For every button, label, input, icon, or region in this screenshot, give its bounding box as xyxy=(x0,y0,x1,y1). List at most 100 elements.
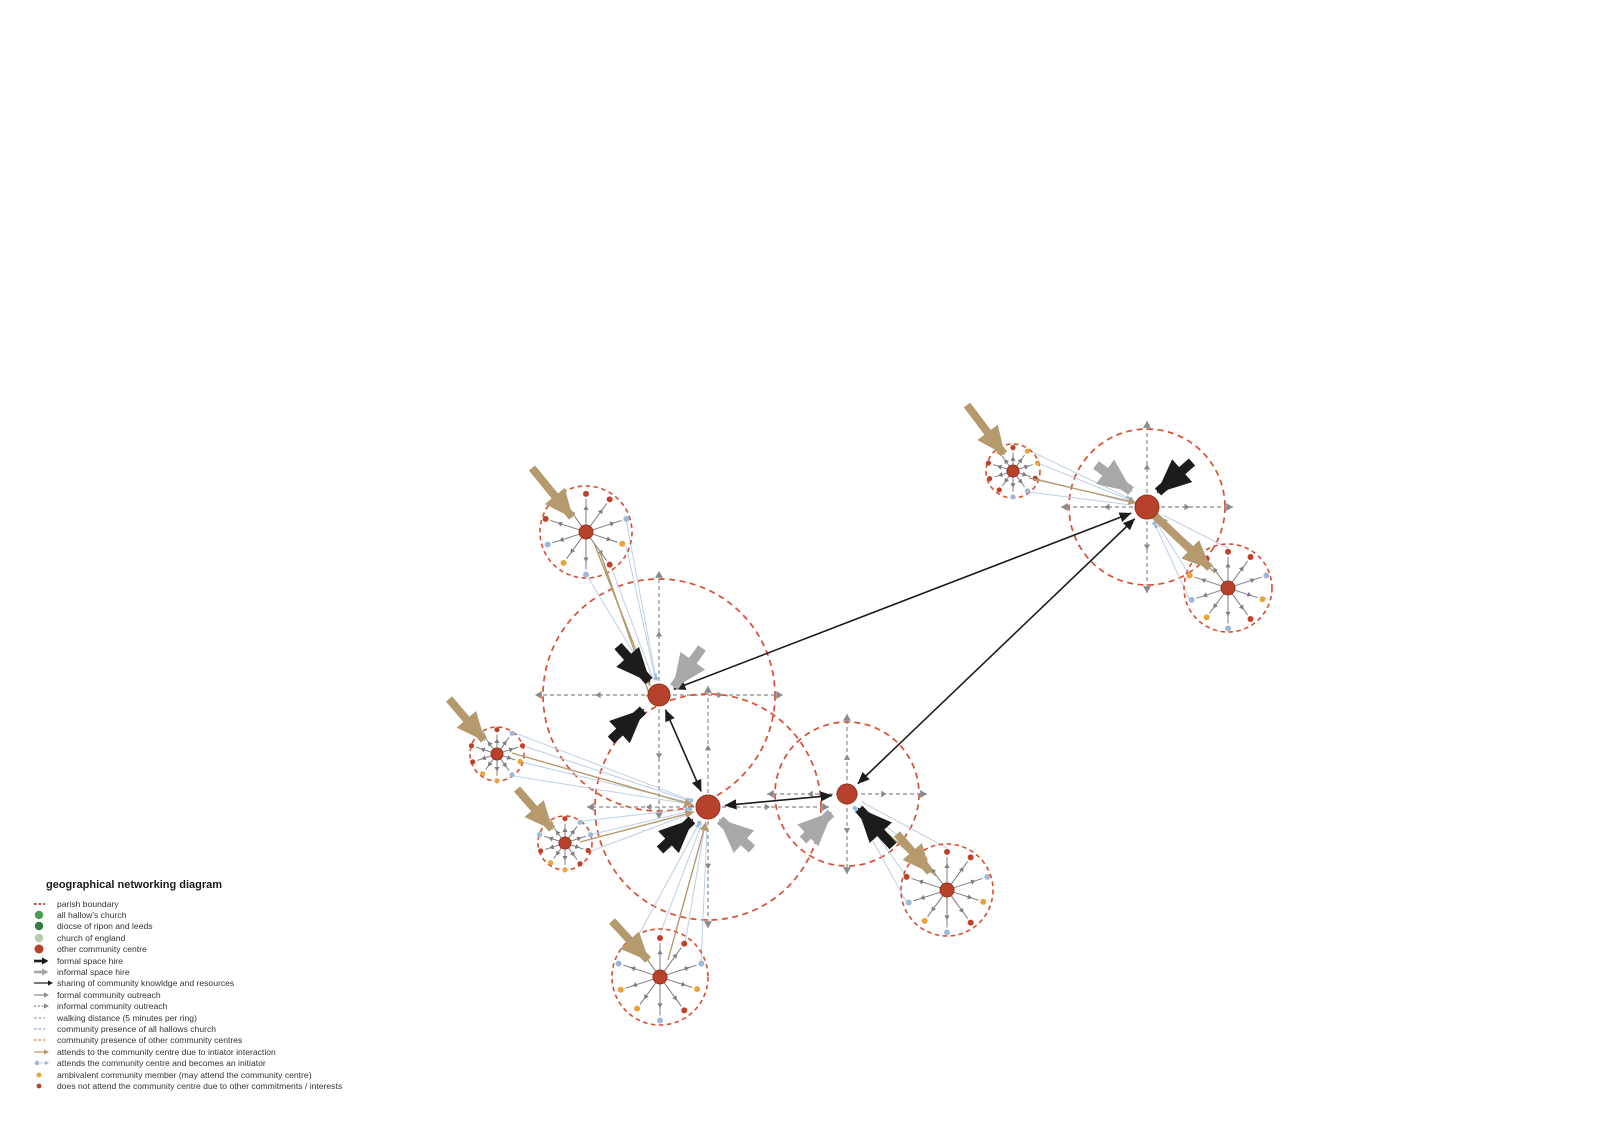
formal-space-hire-arrow xyxy=(614,642,653,685)
red-member-dot xyxy=(494,727,500,733)
red-member-dot xyxy=(1225,548,1231,555)
orange-member-dot xyxy=(562,867,568,873)
hub-dots-layer xyxy=(647,494,1160,820)
member-spoke xyxy=(662,977,693,988)
legend-item-label: sharing of community knowldge and resour… xyxy=(57,978,235,989)
spoke-arrow xyxy=(569,851,575,857)
member-spoke xyxy=(588,519,622,532)
blue-member-dot xyxy=(698,960,705,967)
axis-arrow xyxy=(655,571,663,578)
community-centre-dot xyxy=(652,969,668,985)
cluster-node-C4 xyxy=(611,928,709,1026)
axis-arrow xyxy=(822,803,829,811)
spoke-arrow xyxy=(970,879,976,885)
swatch-icon xyxy=(36,1072,42,1077)
axis-arrow xyxy=(704,863,712,870)
spoke-arrow xyxy=(657,1003,663,1008)
axis-arrow xyxy=(1061,503,1068,511)
spoke-arrow xyxy=(508,747,514,753)
informal-space-hire-arrow xyxy=(716,816,756,853)
initiator-thin-arrow xyxy=(667,821,708,961)
legend-item-label: community presence of all hallows church xyxy=(57,1023,217,1034)
sharing-link-H1-H4 xyxy=(673,512,1132,690)
swatch-icon xyxy=(34,968,49,976)
member-spoke xyxy=(552,532,584,544)
legend-item-label: ambivalent community member (may attend … xyxy=(57,1069,312,1080)
legend-item-label: other community centre xyxy=(57,944,147,955)
spoke-arrow xyxy=(1225,611,1231,617)
initiator-dot xyxy=(653,676,659,681)
spoke-arrow xyxy=(487,761,493,767)
spoke-arrow xyxy=(1017,458,1023,464)
red-member-dot xyxy=(944,848,950,855)
orange-member-dot xyxy=(617,986,624,993)
attends-line xyxy=(625,518,658,679)
spoke-arrow xyxy=(1023,464,1029,470)
member-spoke xyxy=(913,890,945,902)
spoke-arrow xyxy=(672,953,678,959)
arrow-head xyxy=(44,1049,49,1055)
legend-item-label: community presence of other community ce… xyxy=(57,1035,243,1046)
spoke-arrow xyxy=(562,827,568,832)
legend-item: all hallow's church xyxy=(33,909,342,920)
legend-item-label: informal community outreach xyxy=(57,1001,168,1012)
red-member-dot xyxy=(470,759,476,765)
dot-glyph xyxy=(34,944,44,954)
spoke-arrow xyxy=(1213,603,1218,609)
arrow-dashed-swatch xyxy=(33,1001,57,1011)
legend-item: formal community outreach xyxy=(33,989,342,1000)
legend-item-label: parish boundary xyxy=(57,898,119,909)
initiator-thin-arrow xyxy=(511,752,694,807)
member-spoke xyxy=(948,861,969,888)
axis-arrow xyxy=(843,828,851,834)
arrow-head xyxy=(44,992,49,998)
fan-C2-H2 xyxy=(512,731,694,805)
arrow-thin-swatch xyxy=(33,978,57,988)
spoke-arrow xyxy=(680,981,686,987)
orange-member-dot xyxy=(634,1005,641,1012)
spoke-arrow xyxy=(1017,478,1023,484)
spoke-arrow xyxy=(574,843,580,849)
arrow-head xyxy=(44,1003,49,1009)
spoke-arrow xyxy=(501,762,507,768)
axis-arrow xyxy=(587,803,594,811)
red-member-dot xyxy=(996,487,1002,493)
member-spoke xyxy=(1229,560,1248,586)
blue-member-dot xyxy=(1263,572,1270,579)
blue-member-dot xyxy=(509,730,515,736)
blue-member-dot xyxy=(623,515,630,522)
legend-item-label: church of england xyxy=(57,932,126,943)
legend-item: sharing of community knowldge and resour… xyxy=(33,978,342,989)
axis-arrow xyxy=(704,744,712,751)
initiator-dot xyxy=(687,806,693,812)
spoke-arrow xyxy=(481,755,487,761)
spoke-arrow xyxy=(998,472,1004,477)
attends-line xyxy=(659,823,703,935)
informal-space-hire-arrow xyxy=(670,645,706,690)
red-member-dot xyxy=(657,934,663,941)
spoke-arrow xyxy=(643,993,649,1000)
initiator-thin-layer xyxy=(511,477,1216,961)
swatch-icon xyxy=(34,944,44,954)
member-spoke xyxy=(1196,588,1226,599)
swatch-icon xyxy=(34,957,49,965)
initiator-big-arrow xyxy=(513,786,556,832)
spoke-arrow xyxy=(583,557,589,562)
spoke-arrow xyxy=(1004,459,1010,465)
spoke-arrow xyxy=(931,906,937,912)
spoke-arrow xyxy=(1010,483,1016,488)
axis-arrow xyxy=(843,867,851,874)
arrow-thin-swatch xyxy=(33,1047,57,1057)
attends-line xyxy=(625,544,656,679)
dot-swatch xyxy=(33,921,57,931)
red-member-dot xyxy=(606,561,613,568)
spoke-arrow xyxy=(555,850,561,856)
cluster-node-C5 xyxy=(900,843,994,937)
axis-arrow xyxy=(655,812,663,819)
spoke-arrow xyxy=(557,521,563,527)
dot-glyph xyxy=(34,1060,40,1066)
member-spoke xyxy=(550,519,584,532)
blue-member-dot xyxy=(544,541,551,548)
member-spoke xyxy=(1209,562,1227,586)
formal-space-hire-arrow xyxy=(855,805,897,850)
